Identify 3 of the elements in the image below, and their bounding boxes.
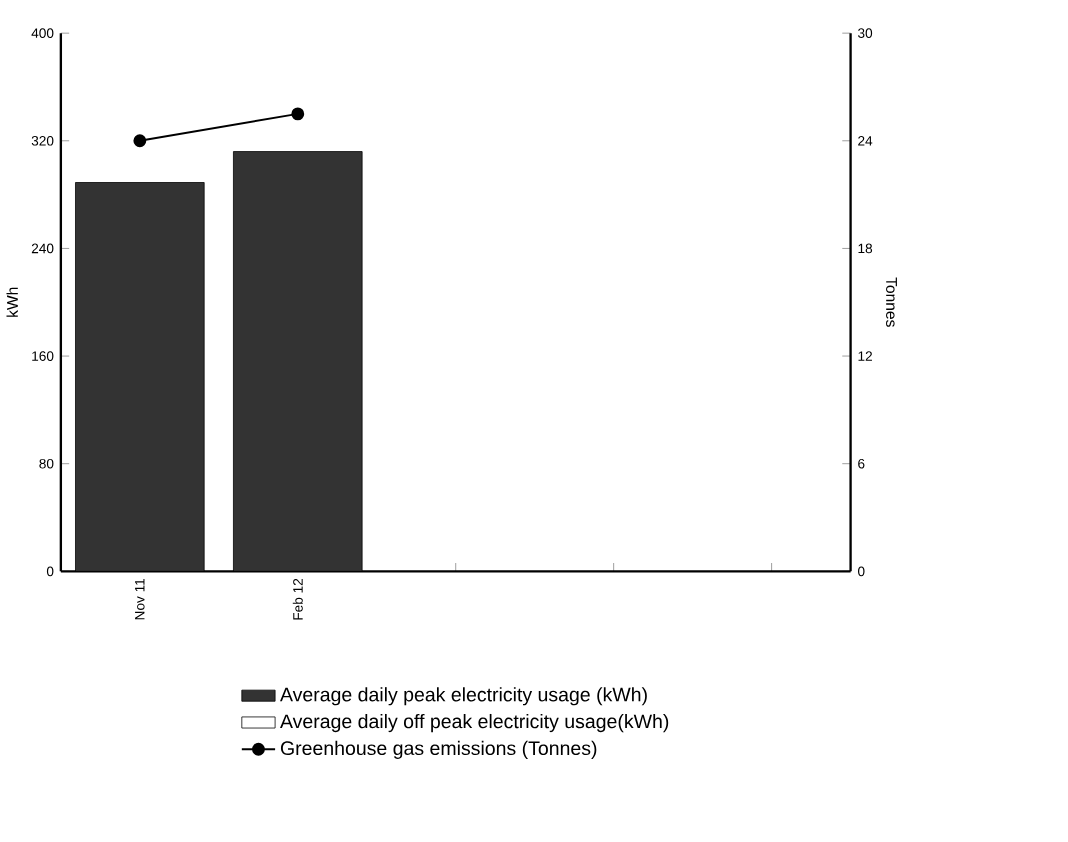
legend-label: Greenhouse gas emissions (Tonnes) bbox=[280, 740, 597, 759]
legend-label: Average daily off peak electricity usage(kWh) bbox=[280, 713, 669, 732]
legend-label: Average daily peak electricity usage (kWh) bbox=[280, 686, 647, 706]
